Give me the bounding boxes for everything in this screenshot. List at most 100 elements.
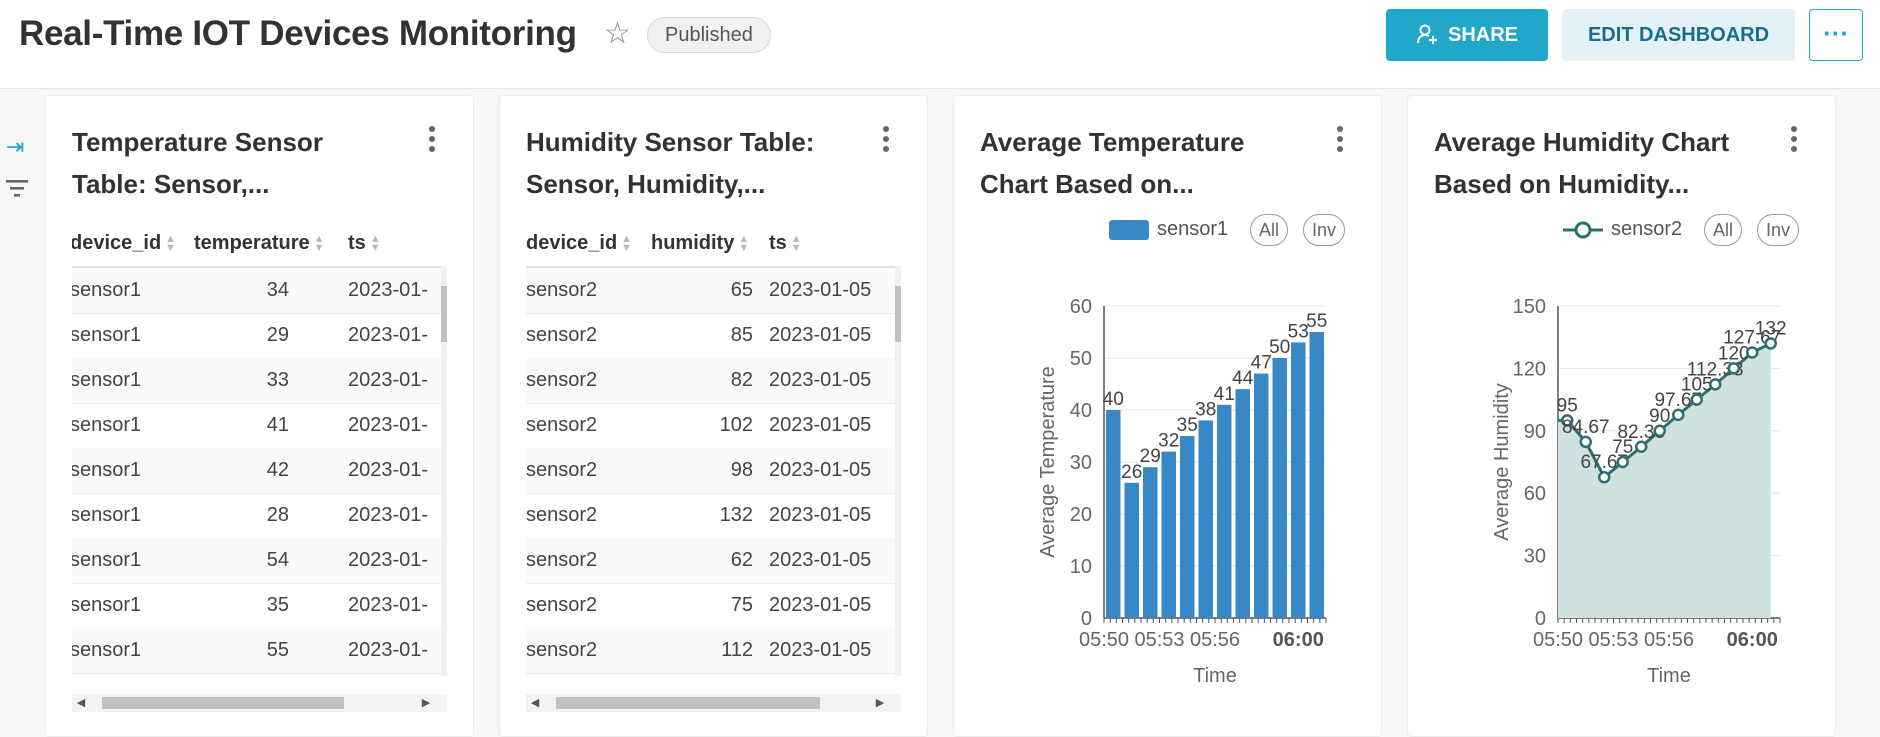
data-label: 50 <box>1269 337 1290 358</box>
legend-invert-button[interactable]: Inv <box>1303 214 1346 246</box>
expand-sidebar-icon[interactable]: ⇥ <box>6 134 25 159</box>
table-cell-temperature: 54 <box>266 549 289 571</box>
column-header-ts[interactable]: ts ▲ ▼ <box>348 232 381 255</box>
data-label: 35 <box>1177 415 1198 436</box>
bar <box>1106 410 1121 618</box>
more-options-button[interactable]: ··· <box>1809 9 1863 61</box>
table-row[interactable]: sensor1 28 2023-01- <box>72 493 447 539</box>
column-header-device-id[interactable]: device_id ▲ ▼ <box>526 232 632 255</box>
scroll-left-icon[interactable]: ◀ <box>76 697 86 709</box>
humidity-table: device_id ▲ ▼ humidity ▲ ▼ ts ▲ ▼ sensor2 65 202… <box>526 226 901 676</box>
data-point <box>1561 414 1574 427</box>
card-menu-icon[interactable] <box>883 126 889 156</box>
sort-icon: ▲ ▼ <box>790 232 802 254</box>
legend-all-button[interactable]: All <box>1704 214 1743 246</box>
table-cell-humidity: 102 <box>719 414 753 436</box>
scroll-left-icon[interactable]: ◀ <box>530 697 540 709</box>
table-row[interactable]: sensor2 75 2023-01-05 <box>526 583 901 629</box>
table-cell-ts: 2023-01- <box>348 369 429 391</box>
scrollbar-thumb[interactable] <box>441 286 447 342</box>
table-cell-temperature: 41 <box>266 414 289 436</box>
table-cell-device-id: sensor1 <box>72 639 142 661</box>
table-row[interactable]: sensor1 55 2023-01- <box>72 628 447 674</box>
data-point <box>1635 440 1648 454</box>
table-row[interactable]: sensor2 62 2023-01-05 <box>526 538 901 584</box>
column-label: humidity <box>651 232 735 254</box>
average-temperature-card: Average Temperature Chart Based on... se… <box>953 95 1382 737</box>
vertical-scrollbar[interactable] <box>895 266 901 676</box>
scrollbar-thumb[interactable] <box>102 697 344 709</box>
column-header-device-id[interactable]: device_id ▲ ▼ <box>72 232 176 255</box>
table-cell-device-id: sensor2 <box>526 369 598 391</box>
table-cell-ts: 2023-01-05 <box>769 459 872 481</box>
y-tick-label: 20 <box>1070 504 1092 526</box>
x-tick-label: 06:00 <box>1727 629 1778 651</box>
table-row[interactable]: sensor2 85 2023-01-05 <box>526 313 901 359</box>
table-cell-device-id: sensor1 <box>72 279 142 301</box>
table-row[interactable]: sensor2 65 2023-01-05 <box>526 268 901 314</box>
table-row[interactable]: sensor1 33 2023-01- <box>72 358 447 404</box>
column-header-ts[interactable]: ts ▲ ▼ <box>769 232 802 255</box>
column-label: device_id <box>526 232 618 254</box>
table-row[interactable]: sensor2 98 2023-01-05 <box>526 448 901 494</box>
table-row[interactable]: sensor1 35 2023-01- <box>72 583 447 629</box>
data-point <box>1746 346 1759 359</box>
table-cell-humidity: 132 <box>719 504 753 526</box>
column-label: ts <box>769 232 787 254</box>
table-row[interactable]: sensor1 42 2023-01- <box>72 448 447 494</box>
sort-icon: ▲ ▼ <box>165 232 177 254</box>
table-cell-temperature: 29 <box>266 324 289 346</box>
data-label: 105 <box>1681 375 1713 396</box>
horizontal-scrollbar[interactable]: ◀ ▶ <box>72 694 447 712</box>
data-label: 29 <box>1140 446 1161 467</box>
table-row[interactable]: sensor1 34 2023-01- <box>72 268 447 314</box>
table-row[interactable]: sensor1 29 2023-01- <box>72 313 447 359</box>
legend-label: sensor1 <box>1157 218 1229 240</box>
legend-invert-button[interactable]: Inv <box>1757 214 1800 246</box>
favorite-star-icon[interactable]: ☆ <box>604 17 631 50</box>
table-row[interactable]: sensor2 132 2023-01-05 <box>526 493 901 539</box>
x-tick-label: 05:53 <box>1134 629 1184 651</box>
scroll-right-icon[interactable]: ▶ <box>421 697 431 709</box>
table-cell-device-id: sensor2 <box>526 639 598 661</box>
table-row[interactable]: sensor1 54 2023-01- <box>72 538 447 584</box>
column-header-temperature[interactable]: temperature ▲ ▼ <box>194 232 325 255</box>
table-header: device_id ▲ ▼ humidity ▲ ▼ ts ▲ ▼ <box>526 226 901 268</box>
data-label: 55 <box>1306 311 1327 332</box>
table-row[interactable]: sensor1 41 2023-01- <box>72 403 447 449</box>
table-cell-device-id: sensor2 <box>526 504 598 526</box>
legend-all-button[interactable]: All <box>1250 214 1289 246</box>
x-tick-label: 05:56 <box>1190 629 1240 651</box>
card-menu-icon[interactable] <box>1337 126 1343 156</box>
data-label: 44 <box>1232 368 1254 389</box>
table-cell-device-id: sensor2 <box>526 279 598 301</box>
edit-dashboard-button[interactable]: EDIT DASHBOARD <box>1562 9 1795 61</box>
column-header-humidity[interactable]: humidity ▲ ▼ <box>651 232 749 255</box>
scroll-right-icon[interactable]: ▶ <box>875 697 885 709</box>
table-cell-device-id: sensor1 <box>72 324 142 346</box>
table-row[interactable]: sensor2 102 2023-01-05 <box>526 403 901 449</box>
table-cell-temperature: 55 <box>266 639 289 661</box>
bar <box>1217 404 1232 618</box>
y-tick-label: 0 <box>1535 608 1546 630</box>
table-row[interactable]: sensor2 112 2023-01-05 <box>526 628 901 674</box>
share-button[interactable]: SHARE <box>1386 9 1548 61</box>
filter-icon[interactable] <box>6 178 28 203</box>
legend-item-sensor1[interactable]: sensor1 <box>1109 218 1228 241</box>
y-tick-label: 150 <box>1513 296 1546 318</box>
dashboard-title: Real-Time IOT Devices Monitoring <box>19 14 577 53</box>
table-cell-ts: 2023-01- <box>348 504 429 526</box>
card-menu-icon[interactable] <box>429 126 435 156</box>
data-label: 26 <box>1121 462 1142 483</box>
scrollbar-thumb[interactable] <box>556 697 820 709</box>
data-label: 120 <box>1718 343 1750 364</box>
table-cell-device-id: sensor2 <box>526 459 598 481</box>
table-row[interactable]: sensor2 82 2023-01-05 <box>526 358 901 404</box>
vertical-scrollbar[interactable] <box>441 266 447 676</box>
data-label: 95 <box>1557 395 1578 416</box>
scrollbar-thumb[interactable] <box>895 286 901 342</box>
table-cell-temperature: 33 <box>266 369 289 391</box>
legend-item-sensor2[interactable]: sensor2 <box>1563 218 1682 241</box>
card-menu-icon[interactable] <box>1791 126 1797 156</box>
horizontal-scrollbar[interactable]: ◀ ▶ <box>526 694 901 712</box>
